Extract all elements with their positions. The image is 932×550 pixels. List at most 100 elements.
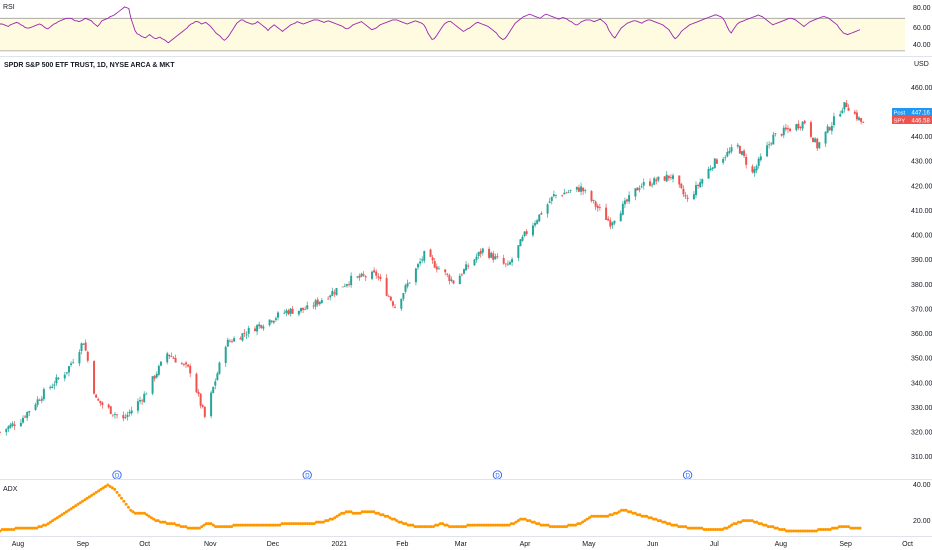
adx-dot xyxy=(214,525,218,529)
adx-dot xyxy=(858,526,862,530)
adx-dot xyxy=(370,510,373,514)
adx-dot xyxy=(129,508,133,512)
candle-body xyxy=(628,195,631,202)
price-tick-label: 420.00 xyxy=(911,183,932,190)
adx-dot xyxy=(317,520,321,524)
adx-pane[interactable]: ADX 40.00 20.00 xyxy=(0,480,932,536)
adx-dot xyxy=(83,498,87,502)
adx-dot xyxy=(507,523,511,527)
candle-body xyxy=(548,201,551,203)
adx-dot xyxy=(87,495,91,499)
adx-dot xyxy=(276,523,279,527)
adx-dot xyxy=(227,525,231,529)
adx-dot xyxy=(110,486,114,490)
adx-dot xyxy=(601,514,605,518)
adx-dot xyxy=(108,485,112,488)
candle-body xyxy=(561,195,564,197)
adx-dot xyxy=(402,522,406,526)
adx-dot xyxy=(684,525,688,529)
price-axis: 460.00450.00440.00430.00420.00410.00400.… xyxy=(911,85,932,461)
adx-dot xyxy=(642,514,646,518)
candle-body xyxy=(433,261,436,268)
candle-body xyxy=(435,266,438,270)
candle-body xyxy=(502,258,505,264)
adx-dot xyxy=(489,523,493,527)
rsi-band xyxy=(0,18,905,51)
candle-body xyxy=(65,372,68,374)
adx-dot xyxy=(787,529,791,533)
candle-body xyxy=(738,145,741,154)
adx-dot xyxy=(237,523,240,527)
candle-body xyxy=(506,263,509,265)
price-tick-label: 400.00 xyxy=(911,233,932,240)
adx-dot xyxy=(581,520,584,524)
candle-body xyxy=(517,245,520,258)
adx-dot xyxy=(824,528,828,531)
price-pane[interactable]: D D D D SPDR S&P 500 ETF TRUST, 1D, NYSE AR… xyxy=(0,57,932,480)
candle-body xyxy=(818,142,821,148)
price-tick-label: 340.00 xyxy=(911,380,932,387)
adx-dot xyxy=(232,523,236,527)
candle-body xyxy=(598,207,601,208)
candle-body xyxy=(391,301,394,306)
candlestick-series xyxy=(0,99,865,436)
adx-dot xyxy=(702,528,706,531)
adx-dot xyxy=(97,489,101,493)
adx-dot xyxy=(457,525,461,529)
adx-dot xyxy=(730,523,734,527)
adx-dot xyxy=(363,510,367,514)
rsi-pane[interactable]: RSI 80.00 60.00 40.00 xyxy=(0,0,932,57)
candle-body xyxy=(385,278,388,296)
candle-body xyxy=(318,301,321,305)
price-tick-label: 350.00 xyxy=(911,356,932,363)
candle-body xyxy=(830,125,833,131)
adx-dot xyxy=(686,526,690,530)
rsi-tick-40: 40.00 xyxy=(913,42,931,49)
candle-body xyxy=(210,392,213,417)
candle-body xyxy=(531,225,534,236)
adx-dot xyxy=(532,520,536,524)
candle-body xyxy=(853,111,856,114)
candle-body xyxy=(417,264,420,268)
adx-dot xyxy=(269,523,273,527)
candle-body xyxy=(283,312,286,314)
adx-dot xyxy=(434,523,438,527)
adx-dot xyxy=(289,522,293,526)
candle-body xyxy=(239,338,242,340)
candle-body xyxy=(496,256,499,258)
adx-dot xyxy=(397,520,401,524)
adx-dot xyxy=(39,525,43,529)
candle-body xyxy=(262,326,265,329)
adx-dot xyxy=(367,510,371,514)
candle-body xyxy=(291,308,294,314)
candle-body xyxy=(504,263,507,265)
adx-dot xyxy=(65,510,68,514)
time-axis[interactable]: Aug Sep Oct Nov Dec 2021 Feb Mar Apr May Jun Jul Aug… xyxy=(0,536,932,550)
adx-dot xyxy=(30,526,34,530)
adx-dot xyxy=(113,487,117,491)
adx-dot xyxy=(562,525,566,529)
adx-series xyxy=(0,483,862,533)
candle-body xyxy=(97,398,100,401)
adx-dot xyxy=(452,525,456,529)
candle-body xyxy=(421,259,424,261)
adx-dot xyxy=(78,501,82,505)
candle-body xyxy=(345,284,348,286)
candle-body xyxy=(826,126,829,133)
adx-dot xyxy=(656,519,660,523)
candle-body xyxy=(306,305,309,309)
adx-dot xyxy=(356,511,360,515)
rsi-line xyxy=(0,6,861,44)
candle-body xyxy=(492,253,495,260)
adx-dot xyxy=(147,514,151,518)
adx-dot xyxy=(516,519,520,523)
candle-body xyxy=(21,417,24,423)
candle-body xyxy=(692,194,695,200)
candle-body xyxy=(801,122,804,129)
adx-dot xyxy=(853,526,857,530)
adx-dot xyxy=(796,529,800,533)
candle-body xyxy=(287,310,290,315)
adx-dot xyxy=(106,483,110,487)
candle-body xyxy=(285,310,288,313)
candle-body xyxy=(467,265,470,267)
